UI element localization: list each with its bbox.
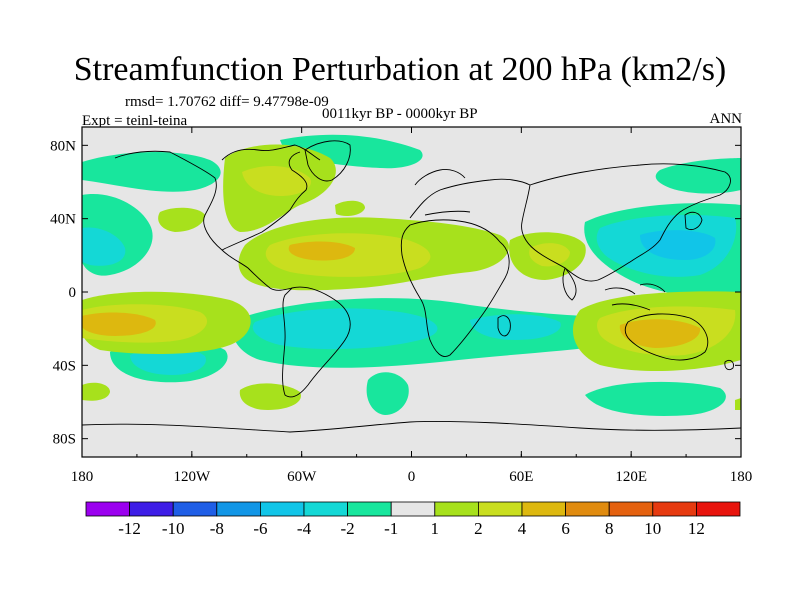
colorbar-swatch [608, 501, 654, 517]
colorbar-label: 10 [644, 519, 661, 538]
colorbar-swatch [259, 501, 305, 517]
colorbar-swatch [85, 501, 130, 517]
y-tick-label: 40S [53, 358, 76, 374]
chart-title: Streamfunction Perturbation at 200 hPa (… [73, 51, 727, 88]
x-tick-label: 180 [730, 469, 753, 485]
colorbar-label: 2 [474, 519, 483, 538]
experiment-text: Expt = teinl-teina [82, 113, 188, 129]
x-axis: 180 120W 60W 0 60E 120E 180 [71, 127, 753, 485]
colorbar-label: -12 [118, 519, 141, 538]
colorbar-swatch [652, 501, 697, 517]
y-tick-label: 80S [53, 432, 76, 448]
period-text: 0011kyr BP - 0000kyr BP [322, 106, 478, 122]
colorbar-label: 1 [431, 519, 440, 538]
colorbar-label: 6 [561, 519, 570, 538]
colorbar-swatch [521, 501, 566, 517]
region-south-atlantic [232, 298, 634, 368]
colorbar-label: -8 [210, 519, 224, 538]
region-south-ocean [366, 372, 726, 416]
colorbar-label: -1 [384, 519, 398, 538]
coastlines [82, 140, 741, 433]
stats-text: rmsd= 1.70762 diff= 9.47798e-09 [125, 94, 329, 110]
region-southern-ocean-yellowgreen [82, 382, 741, 410]
y-tick-label: 80N [50, 138, 76, 154]
colorbar-label: 8 [605, 519, 614, 538]
colorbar-label: 12 [688, 519, 705, 538]
region-australia [572, 291, 741, 372]
region-north-atlantic-small [158, 200, 365, 232]
season-label: ANN [709, 111, 743, 127]
region-north-pacific-west [82, 194, 153, 276]
colorbar-swatch [696, 501, 741, 517]
x-tick-label: 120W [173, 469, 211, 485]
y-tick-label: 40N [50, 212, 76, 228]
colorbar-swatch [434, 501, 479, 517]
colorbar-swatch [477, 501, 523, 517]
colorbar-swatch [565, 501, 610, 517]
colorbar-label: 4 [518, 519, 527, 538]
colorbar-swatch [129, 501, 174, 517]
colorbar-label: -10 [162, 519, 185, 538]
colorbar-swatch [390, 501, 436, 517]
x-tick-label: 60E [509, 469, 533, 485]
y-tick-label: 0 [69, 285, 77, 301]
x-tick-label: 120E [615, 469, 647, 485]
x-tick-label: 0 [408, 469, 416, 485]
region-central-pacific [82, 291, 251, 355]
colorbar-label: -4 [297, 519, 312, 538]
region-north-pacific-east [655, 158, 741, 194]
colorbar-label: -6 [253, 519, 267, 538]
region-north-atlantic [238, 217, 509, 291]
region-north-america [223, 144, 336, 232]
colorbar-swatch [303, 501, 348, 517]
colorbar-swatch [216, 501, 261, 517]
colorbar-swatch [172, 501, 218, 517]
colorbar-label: -2 [341, 519, 355, 538]
x-tick-label: 60W [287, 469, 317, 485]
contour-fill-layer [82, 134, 741, 433]
colorbar: -12 -10 -8 -6 -4 -2 -1 1 2 4 6 8 10 12 [85, 501, 741, 538]
x-tick-label: 180 [71, 469, 94, 485]
colorbar-swatch [347, 501, 392, 517]
y-axis: 80N 40N 0 40S 80S [50, 138, 741, 448]
